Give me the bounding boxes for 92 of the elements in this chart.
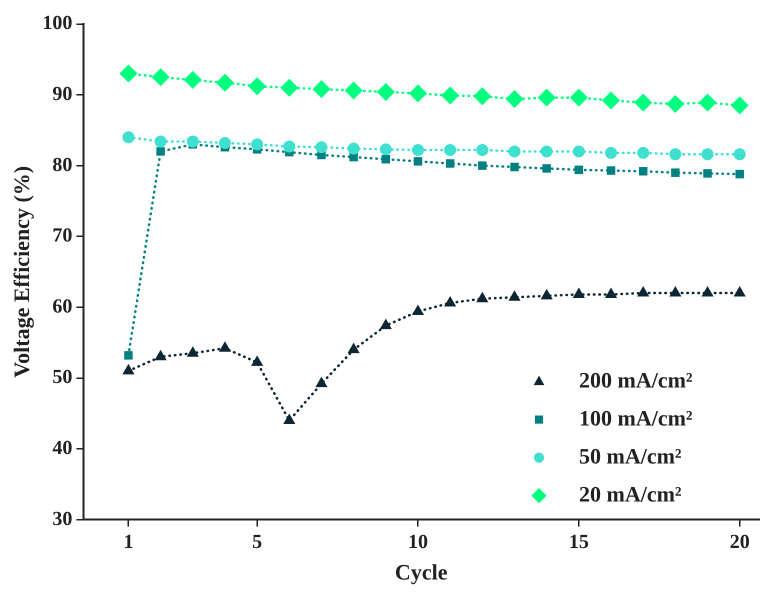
point bbox=[473, 87, 492, 106]
point bbox=[380, 318, 392, 330]
point bbox=[540, 288, 553, 300]
point bbox=[602, 91, 620, 110]
legend-label: 200 mA/cm² bbox=[579, 367, 693, 392]
point bbox=[441, 86, 460, 105]
point bbox=[703, 169, 712, 178]
x-axis-title: Cycle bbox=[394, 559, 448, 584]
point bbox=[122, 364, 134, 374]
y-tick-label: 40 bbox=[52, 436, 72, 459]
y-tick-label: 30 bbox=[52, 508, 72, 530]
point bbox=[408, 84, 427, 102]
point bbox=[478, 161, 487, 170]
y-tick-label: 80 bbox=[52, 154, 72, 176]
point bbox=[283, 413, 296, 424]
point bbox=[119, 64, 138, 83]
point bbox=[446, 159, 454, 168]
point bbox=[735, 170, 744, 178]
point bbox=[666, 95, 684, 114]
point bbox=[348, 342, 360, 354]
point bbox=[574, 166, 584, 174]
point bbox=[669, 286, 682, 297]
legend-label: 100 mA/cm² bbox=[579, 405, 693, 430]
point bbox=[312, 80, 330, 98]
point bbox=[604, 287, 618, 298]
point bbox=[698, 94, 717, 112]
point bbox=[730, 96, 749, 114]
point bbox=[280, 78, 298, 97]
x-tick-label: 15 bbox=[568, 530, 589, 553]
point bbox=[540, 145, 553, 158]
legend-label: 20 mA/cm² bbox=[579, 481, 682, 506]
point bbox=[702, 148, 714, 160]
point bbox=[444, 296, 456, 306]
point bbox=[248, 77, 266, 96]
legend-label: 50 mA/cm² bbox=[579, 443, 682, 468]
x-tick-label: 20 bbox=[730, 530, 750, 553]
point bbox=[637, 286, 650, 297]
point bbox=[315, 141, 328, 154]
point bbox=[637, 146, 650, 159]
point bbox=[508, 145, 520, 158]
point bbox=[154, 350, 167, 360]
y-tick-label: 50 bbox=[52, 366, 72, 388]
point bbox=[251, 355, 264, 366]
point bbox=[251, 138, 264, 150]
point bbox=[542, 164, 551, 173]
point bbox=[218, 341, 232, 352]
point bbox=[412, 144, 424, 156]
point bbox=[572, 287, 585, 298]
point bbox=[184, 70, 202, 89]
point bbox=[508, 290, 521, 301]
point bbox=[570, 88, 588, 107]
point bbox=[218, 136, 231, 149]
point bbox=[186, 346, 199, 357]
point bbox=[444, 144, 456, 156]
y-axis-title: Voltage Efficiency (%) bbox=[8, 166, 34, 378]
point bbox=[156, 147, 165, 156]
point bbox=[572, 145, 585, 158]
point bbox=[216, 74, 234, 92]
x-tick-label: 5 bbox=[252, 530, 262, 553]
point bbox=[380, 143, 392, 156]
point bbox=[412, 304, 424, 315]
x-tick-label: 10 bbox=[408, 530, 428, 553]
point bbox=[476, 292, 488, 302]
point bbox=[344, 82, 363, 100]
point bbox=[283, 140, 296, 152]
point bbox=[476, 144, 488, 156]
y-tick-label: 90 bbox=[52, 82, 72, 105]
point bbox=[315, 376, 328, 388]
x-tick-label: 1 bbox=[123, 530, 134, 553]
point bbox=[505, 90, 524, 108]
point bbox=[734, 286, 746, 297]
point bbox=[348, 142, 360, 155]
point bbox=[606, 166, 616, 175]
point bbox=[605, 146, 618, 159]
point bbox=[538, 88, 556, 107]
point bbox=[734, 148, 746, 160]
point bbox=[376, 82, 395, 101]
y-tick-label: 70 bbox=[52, 224, 72, 247]
y-tick-label: 100 bbox=[42, 12, 72, 34]
point bbox=[671, 168, 680, 177]
point bbox=[638, 167, 648, 176]
point bbox=[510, 162, 519, 172]
point bbox=[634, 94, 652, 112]
y-tick-label: 60 bbox=[52, 295, 72, 318]
point bbox=[701, 286, 714, 297]
point bbox=[154, 136, 167, 148]
point bbox=[152, 68, 170, 86]
point bbox=[382, 154, 390, 164]
point bbox=[414, 157, 422, 166]
point bbox=[669, 148, 682, 160]
point bbox=[186, 136, 199, 148]
point bbox=[122, 131, 134, 144]
